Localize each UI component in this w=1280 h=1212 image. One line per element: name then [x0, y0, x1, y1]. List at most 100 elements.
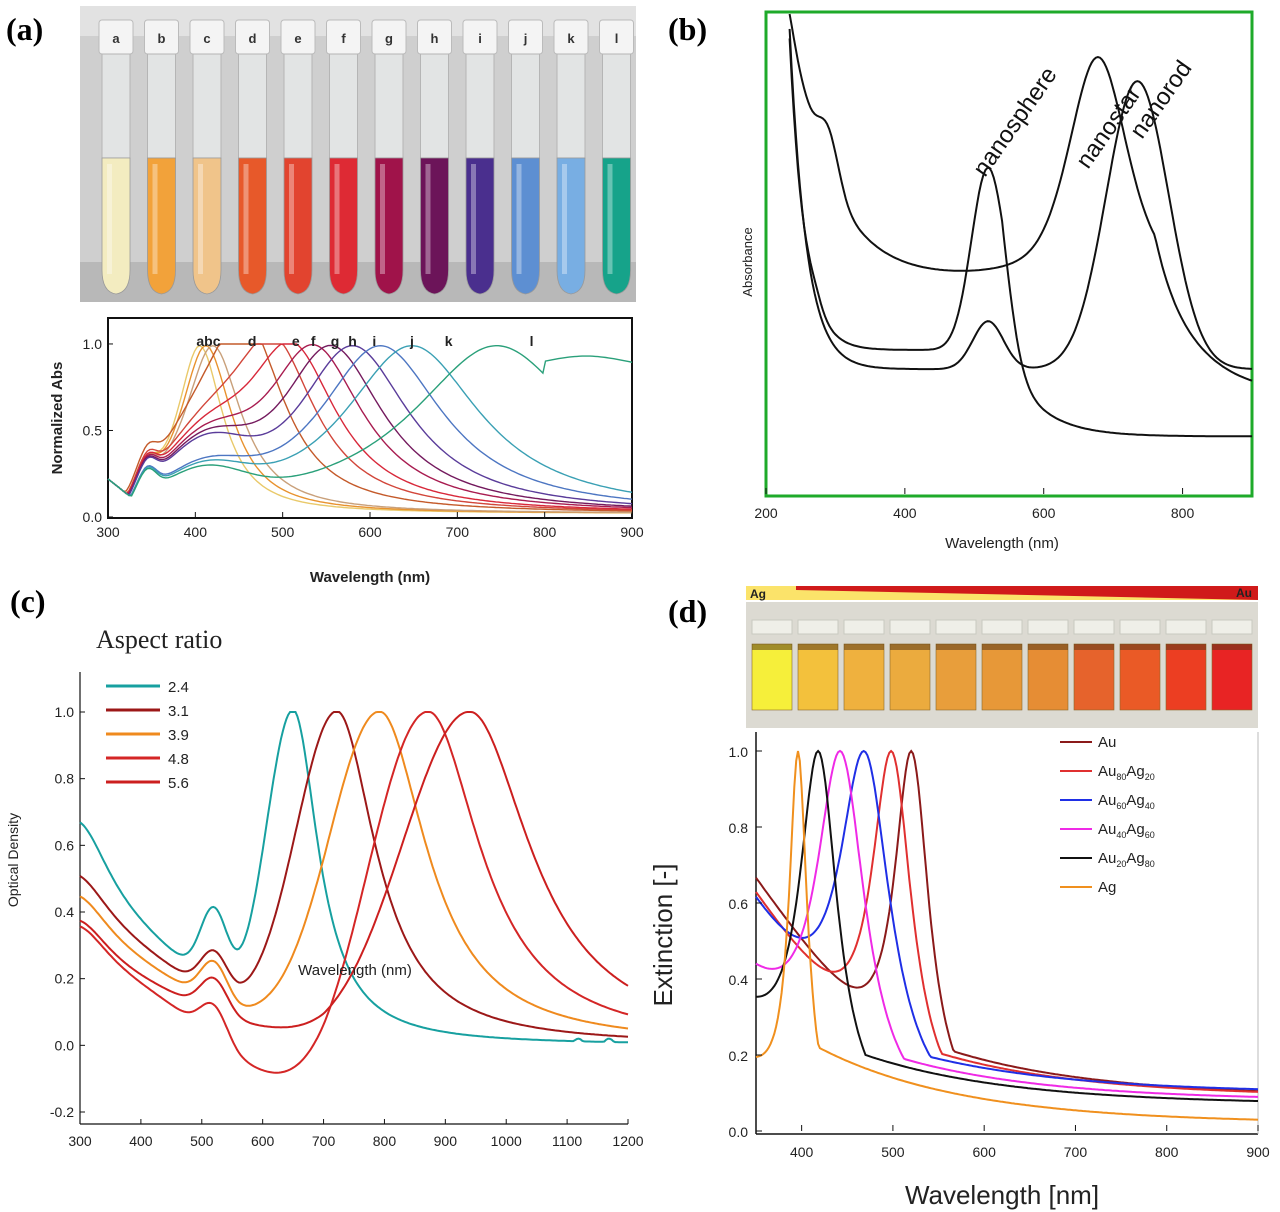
vial-meniscus [936, 644, 976, 650]
chart-a-x-tick-label: 900 [620, 524, 644, 540]
chart-a-curve-label: e [292, 333, 300, 349]
chart-d-x-tick-label: 700 [1064, 1144, 1088, 1160]
chart-a-line-g [107, 343, 633, 509]
vial-meniscus [1028, 644, 1068, 650]
chart-c-x-ticks: 300 400 500 600 700 800 900 1000 1100 1200 [68, 1119, 644, 1149]
chart-c-y-tick-label: 0.2 [55, 971, 75, 987]
chart-d-x-tick-label: 800 [1155, 1144, 1179, 1160]
chart-c: Aspect ratio 300 400 500 600 700 800 900 1000 11… [5, 625, 644, 1149]
chart-c-x-tick-label: 600 [251, 1133, 275, 1149]
panel-label-a: (a) [6, 11, 43, 47]
chart-d-line-Au [755, 749, 1258, 1093]
chart-a-y-tick-label: 1.0 [83, 336, 103, 352]
vial-meniscus [1074, 644, 1114, 650]
chart-d-legend-label: Au40Ag60 [1098, 821, 1155, 840]
chart-b-x-ticks: 200 400 600 800 [754, 488, 1194, 521]
tube-liquid [511, 157, 540, 295]
tube-highlight [562, 164, 567, 274]
tube-label: k [567, 31, 575, 46]
chart-a-x-tick-label: 400 [184, 524, 208, 540]
vial-top [889, 619, 931, 635]
tube-label: e [294, 31, 301, 46]
chart-b-series [788, 13, 1253, 438]
tube-highlight [334, 164, 340, 274]
tube-label: l [615, 31, 619, 46]
chart-c-x-tick-label: 500 [190, 1133, 214, 1149]
vial-liquid [1073, 643, 1115, 711]
chart-b-x-tick-label: 600 [1032, 505, 1056, 521]
vial-liquid [1211, 643, 1253, 711]
chart-c-legend-label: 3.9 [168, 727, 189, 744]
tube-label: b [158, 31, 166, 46]
tube-glass [556, 53, 586, 159]
chart-c-y-ticks: -0.2 0.0 0.2 0.4 0.6 0.8 1.0 [50, 704, 85, 1120]
chart-c-ylabel: Optical Density [5, 813, 21, 907]
chart-c-y-tick-label: 1.0 [55, 704, 75, 720]
chart-d-x-tick-label: 600 [973, 1144, 997, 1160]
au-gradient-wedge [796, 586, 1258, 600]
chart-d-line-Au40Ag60 [755, 749, 1258, 1098]
chart-d-y-tick-label: 0.6 [729, 896, 749, 912]
panel-label-b: (b) [668, 11, 707, 47]
tube-highlight [425, 164, 431, 274]
chart-c-x-tick-label: 1200 [612, 1133, 643, 1149]
tube-highlight [198, 164, 203, 274]
chart-c-legend-label: 2.4 [168, 679, 189, 696]
chart-b-frame [764, 10, 1254, 498]
chart-c-x-tick-label: 800 [373, 1133, 397, 1149]
chart-c-legend-label: 3.1 [168, 703, 189, 720]
tube-highlight [243, 164, 249, 274]
chart-b-x-tick-label: 400 [893, 505, 917, 521]
vial-meniscus [982, 644, 1022, 650]
vial-top [751, 619, 793, 635]
tube-photo-a: a b c d e f g h i j k l [80, 6, 636, 302]
tube-liquid [101, 157, 131, 295]
chart-a-x-tick-label: 300 [96, 524, 120, 540]
tube-liquid [602, 157, 631, 295]
vial-top [1119, 619, 1161, 635]
chart-c-y-tick-label: 0.6 [55, 837, 75, 853]
chart-a-line-e [107, 343, 632, 511]
chart-c-xlabel: Wavelength (nm) [298, 962, 412, 979]
chart-a-x-tick-label: 500 [271, 524, 295, 540]
chart-d-x-tick-label: 500 [881, 1144, 905, 1160]
chart-c-x-tick-label: 1100 [552, 1133, 582, 1149]
tube-label: i [478, 31, 482, 46]
tube-glass [283, 53, 313, 159]
tube-glass [420, 53, 449, 159]
chart-d-series [755, 749, 1259, 1121]
chart-d-line-Au20Ag80 [756, 749, 1258, 1102]
chart-d-x-tick-label: 400 [790, 1144, 814, 1160]
tube-label: f [341, 31, 346, 46]
tube-highlight [107, 164, 112, 274]
vial-top [1165, 619, 1207, 635]
chart-d-line-Au80Ag20 [755, 749, 1259, 1093]
tube-glass [511, 53, 540, 159]
tube-glass [602, 53, 631, 159]
tube-highlight [152, 164, 158, 274]
chart-c-line-3.9 [79, 711, 629, 1030]
chart-a-line-l [107, 345, 633, 497]
chart-d-line-Au60Ag40 [755, 749, 1259, 1091]
chart-a-line-h [107, 344, 633, 507]
vial-top [981, 619, 1023, 635]
chart-d-x-ticks: 400 500 600 700 800 900 [790, 1125, 1270, 1160]
vial-meniscus [752, 644, 792, 650]
chart-a: 300 400 500 600 700 800 900 0.0 0.5 1.0 abc d e f g h… [49, 317, 644, 586]
tube-liquid [238, 157, 267, 295]
chart-a-curve-label: k [445, 333, 453, 349]
chart-c-line-4.8 [79, 711, 629, 1074]
tube-glass [192, 53, 222, 159]
vial-liquid [751, 643, 793, 711]
chart-a-curve-label: i [372, 333, 376, 349]
vial-liquid [1027, 643, 1069, 711]
chart-b-xlabel: Wavelength (nm) [945, 535, 1059, 552]
chart-a-ylabel: Normalized Abs [49, 362, 66, 475]
chart-c-line-5.6 [79, 711, 629, 1029]
chart-a-x-ticks: 300 400 500 600 700 800 900 [96, 512, 644, 540]
tube-liquid [283, 157, 313, 295]
chart-a-line-j [107, 344, 633, 500]
chart-a-curve-label: d [248, 333, 257, 349]
tube-highlight [289, 164, 294, 274]
